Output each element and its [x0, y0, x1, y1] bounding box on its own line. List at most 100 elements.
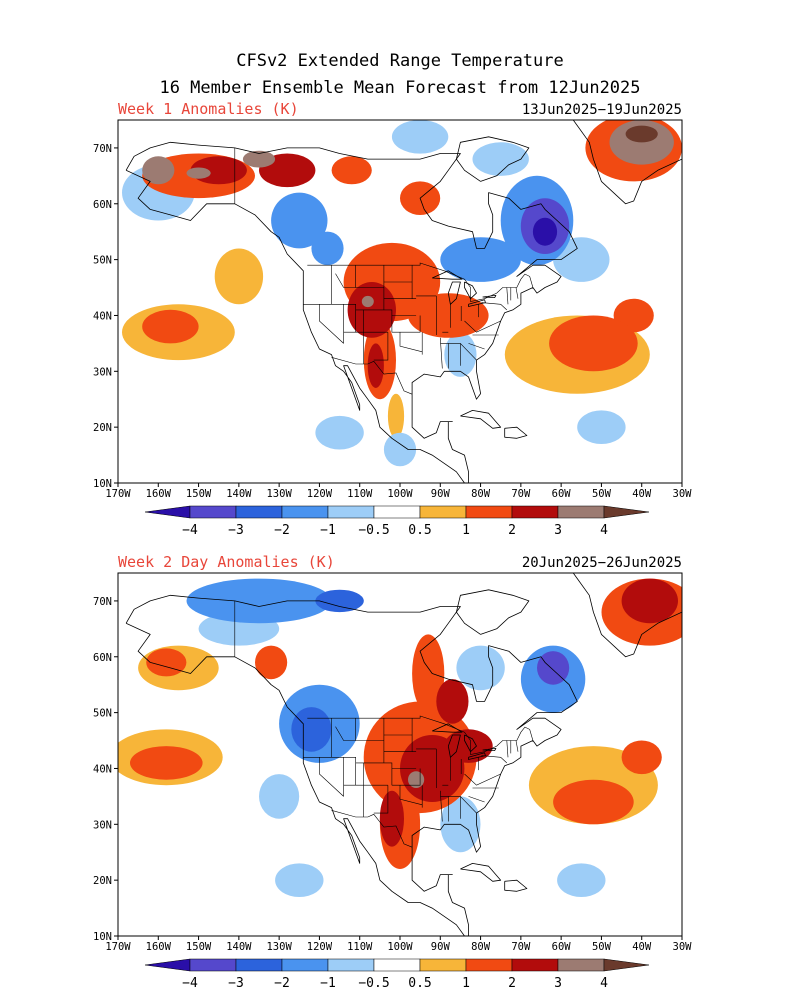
anomaly-patch: [271, 192, 328, 249]
coastline-greenland: [572, 573, 682, 658]
lat-label: 50N: [93, 708, 112, 720]
colorbar-label: 3: [554, 976, 562, 991]
state-border: [391, 315, 421, 333]
anomaly-patch: [456, 645, 505, 691]
anomaly-patch: [537, 651, 570, 685]
coastline-hispaniola: [504, 879, 528, 892]
geography: [125, 120, 682, 483]
anomaly-patch: [553, 237, 610, 282]
lon-label: 30W: [673, 488, 693, 500]
state-border: [464, 773, 501, 786]
anomaly-patch: [146, 648, 187, 677]
anomaly-patch: [412, 634, 445, 713]
lon-label: 30W: [673, 941, 693, 953]
coastline-cuba: [460, 863, 502, 882]
colorbar-label: 2: [508, 976, 516, 991]
anomaly-patch: [549, 315, 638, 372]
lat-label: 30N: [93, 819, 112, 831]
lat-label: 40N: [93, 763, 112, 775]
lon-label: 60W: [552, 488, 572, 500]
anomaly-patch: [315, 589, 364, 613]
anomaly-patch: [142, 309, 199, 344]
coastline-baffin: [455, 589, 530, 635]
colorbar-arrow-low: [144, 958, 191, 972]
state-border: [440, 790, 443, 822]
lat-label: 20N: [93, 875, 112, 887]
anomaly-patch: [331, 156, 372, 185]
state-border: [515, 740, 519, 752]
lon-label: 170W: [105, 941, 131, 953]
anomaly-patch: [532, 217, 558, 246]
anomaly-patch: [577, 410, 626, 445]
colorbar-swatch: [235, 958, 283, 972]
lon-label: 40W: [632, 488, 652, 500]
lon-label: 100W: [387, 488, 413, 500]
panel-dates: 20Jun2025−26Jun2025: [522, 555, 682, 571]
state-border: [373, 332, 389, 361]
lon-label: 70W: [511, 488, 531, 500]
lon-label: 70W: [511, 941, 531, 953]
colorbar-swatch: [235, 505, 283, 519]
colorbar-label: 1: [462, 976, 470, 991]
anomaly-patch: [557, 863, 606, 897]
anomaly-patch: [367, 343, 384, 389]
lon-label: 140W: [226, 488, 252, 500]
state-border: [355, 309, 393, 333]
colorbar: −4 −3 −2 −1 −0.5 0.5 1 2 3 4: [144, 505, 650, 538]
anomaly-patch: [130, 746, 203, 780]
colorbar-arrow-high: [603, 958, 650, 972]
anomaly-patch: [275, 863, 324, 897]
state-border: [460, 343, 477, 361]
state-border: [303, 756, 357, 786]
lon-label: 50W: [592, 488, 612, 500]
state-border: [391, 768, 421, 786]
colorbar-label: 4: [600, 523, 608, 538]
anomaly-patch: [142, 156, 175, 185]
colorbar-label: 0.5: [408, 976, 431, 991]
colorbar-swatch: [557, 505, 605, 519]
lon-label: 170W: [105, 488, 131, 500]
lat-label: 10N: [93, 931, 112, 943]
lon-label: 160W: [146, 941, 172, 953]
state-border: [319, 757, 344, 797]
great-lake: [464, 734, 477, 753]
state-border: [481, 755, 508, 764]
colorbar-label: −4: [182, 523, 198, 538]
colorbar-label: 4: [600, 976, 608, 991]
coastline-greenland: [572, 120, 682, 205]
great-lake: [464, 281, 477, 300]
lon-label: 160W: [146, 488, 172, 500]
state-border: [303, 303, 357, 333]
lon-label: 50W: [592, 941, 612, 953]
colorbar-swatch: [465, 505, 513, 519]
anomaly-patch: [311, 231, 344, 266]
colorbar-label: −2: [274, 523, 290, 538]
great-lake: [482, 748, 497, 751]
lat-label: 60N: [93, 199, 112, 211]
anomaly-patch: [387, 393, 405, 439]
anomaly-patch: [291, 707, 332, 752]
colorbar-label: −2: [274, 976, 290, 991]
coastline-north-america: [125, 594, 578, 936]
geography: [125, 573, 682, 936]
lat-label: 30N: [93, 366, 112, 378]
lon-label: 60W: [552, 941, 572, 953]
colorbar-swatch: [281, 505, 329, 519]
lon-label: 90W: [431, 941, 451, 953]
map-panel-1: Week 1 Anomalies (K) 13Jun2025−19Jun2025 1…: [93, 100, 692, 538]
coastline-north-america: [125, 141, 578, 483]
anomaly-patch: [383, 432, 417, 467]
anomaly-patch: [186, 167, 211, 179]
lon-label: 90W: [431, 488, 451, 500]
state-border: [335, 718, 357, 741]
anomaly-patch: [472, 142, 529, 176]
lat-label: 70N: [93, 143, 112, 155]
us-mexico-border: [331, 357, 413, 395]
state-border: [515, 287, 519, 299]
anomaly-patch: [255, 645, 288, 680]
us-mexico-border: [331, 810, 413, 848]
lon-label: 120W: [307, 488, 333, 500]
panel-label: Week 2 Day Anomalies (K): [118, 553, 335, 571]
colorbar-label: −3: [228, 523, 244, 538]
colorbar-label: −3: [228, 976, 244, 991]
